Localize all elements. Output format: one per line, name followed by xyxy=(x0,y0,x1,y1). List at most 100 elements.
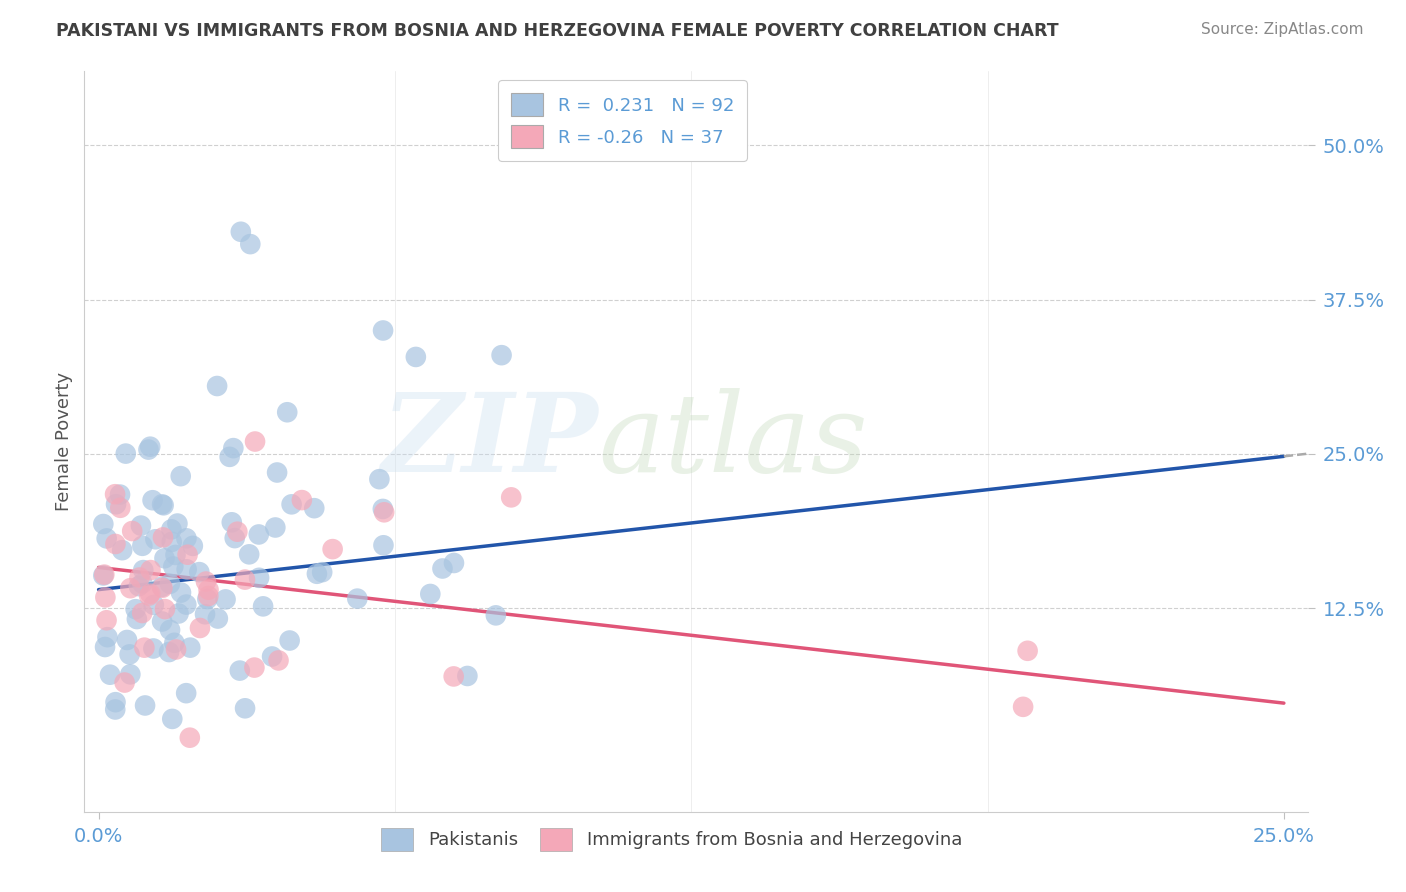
Point xyxy=(304,501,326,516)
Point xyxy=(226,524,249,539)
Text: Source: ZipAtlas.com: Source: ZipAtlas.com xyxy=(1201,22,1364,37)
Point xyxy=(142,641,165,656)
Point xyxy=(179,731,201,745)
Point xyxy=(501,491,523,505)
Point xyxy=(138,442,160,457)
Point xyxy=(252,599,274,614)
Point xyxy=(491,348,513,362)
Y-axis label: Female Poverty: Female Poverty xyxy=(55,372,73,511)
Point xyxy=(120,667,142,681)
Point xyxy=(194,574,217,589)
Point xyxy=(197,589,219,603)
Point xyxy=(443,669,465,683)
Point xyxy=(176,548,198,562)
Point xyxy=(93,567,115,582)
Point xyxy=(159,576,181,591)
Point xyxy=(311,565,333,579)
Point xyxy=(280,497,302,511)
Point xyxy=(267,653,290,667)
Point xyxy=(179,640,201,655)
Point xyxy=(114,675,136,690)
Point xyxy=(276,405,298,419)
Legend: Pakistanis, Immigrants from Bosnia and Herzegovina: Pakistanis, Immigrants from Bosnia and H… xyxy=(374,821,969,858)
Point xyxy=(305,566,328,581)
Point xyxy=(124,602,146,616)
Point xyxy=(243,660,266,674)
Point xyxy=(91,568,114,582)
Point xyxy=(224,531,246,545)
Point xyxy=(346,591,368,606)
Point xyxy=(485,608,508,623)
Point xyxy=(188,621,211,635)
Point xyxy=(104,487,127,501)
Point xyxy=(322,542,344,557)
Point xyxy=(105,497,128,511)
Point xyxy=(432,561,454,575)
Point xyxy=(104,695,127,709)
Point xyxy=(165,548,187,562)
Point xyxy=(131,539,153,553)
Point xyxy=(132,563,155,577)
Point xyxy=(152,530,174,544)
Point xyxy=(120,581,142,595)
Point xyxy=(108,487,131,501)
Point xyxy=(229,225,252,239)
Point xyxy=(195,592,218,607)
Point xyxy=(96,532,118,546)
Point xyxy=(131,606,153,620)
Point xyxy=(157,645,180,659)
Point xyxy=(104,702,127,716)
Point xyxy=(142,598,165,612)
Point xyxy=(197,582,219,597)
Point xyxy=(142,493,165,508)
Point xyxy=(1017,644,1039,658)
Point xyxy=(150,615,173,629)
Point xyxy=(371,324,394,338)
Point xyxy=(138,589,160,603)
Point xyxy=(98,667,121,681)
Point xyxy=(238,547,260,561)
Point xyxy=(115,632,138,647)
Point xyxy=(153,551,176,566)
Point xyxy=(162,712,184,726)
Point xyxy=(129,518,152,533)
Point xyxy=(139,587,162,601)
Point xyxy=(139,440,162,454)
Point xyxy=(207,611,229,625)
Point xyxy=(91,516,114,531)
Point xyxy=(181,539,204,553)
Point xyxy=(152,581,174,595)
Point xyxy=(162,559,184,574)
Point xyxy=(239,237,262,252)
Point xyxy=(153,602,176,616)
Point xyxy=(205,379,228,393)
Point xyxy=(134,698,156,713)
Point xyxy=(166,516,188,531)
Point xyxy=(170,585,193,599)
Point xyxy=(368,472,391,486)
Point xyxy=(194,607,217,622)
Point xyxy=(94,591,117,605)
Point xyxy=(128,579,150,593)
Point xyxy=(163,636,186,650)
Point xyxy=(176,532,198,546)
Point xyxy=(266,466,288,480)
Point xyxy=(176,598,198,612)
Point xyxy=(221,516,243,530)
Point xyxy=(218,450,240,464)
Point xyxy=(214,592,236,607)
Point xyxy=(243,434,266,449)
Point xyxy=(170,469,193,483)
Point xyxy=(291,493,314,508)
Point xyxy=(165,642,187,657)
Point xyxy=(247,527,270,541)
Point xyxy=(114,447,136,461)
Point xyxy=(139,563,162,577)
Point xyxy=(150,497,173,511)
Point xyxy=(104,537,127,551)
Point xyxy=(125,612,148,626)
Point xyxy=(233,701,256,715)
Point xyxy=(456,669,478,683)
Text: PAKISTANI VS IMMIGRANTS FROM BOSNIA AND HERZEGOVINA FEMALE POVERTY CORRELATION C: PAKISTANI VS IMMIGRANTS FROM BOSNIA AND … xyxy=(56,22,1059,40)
Point xyxy=(373,538,395,552)
